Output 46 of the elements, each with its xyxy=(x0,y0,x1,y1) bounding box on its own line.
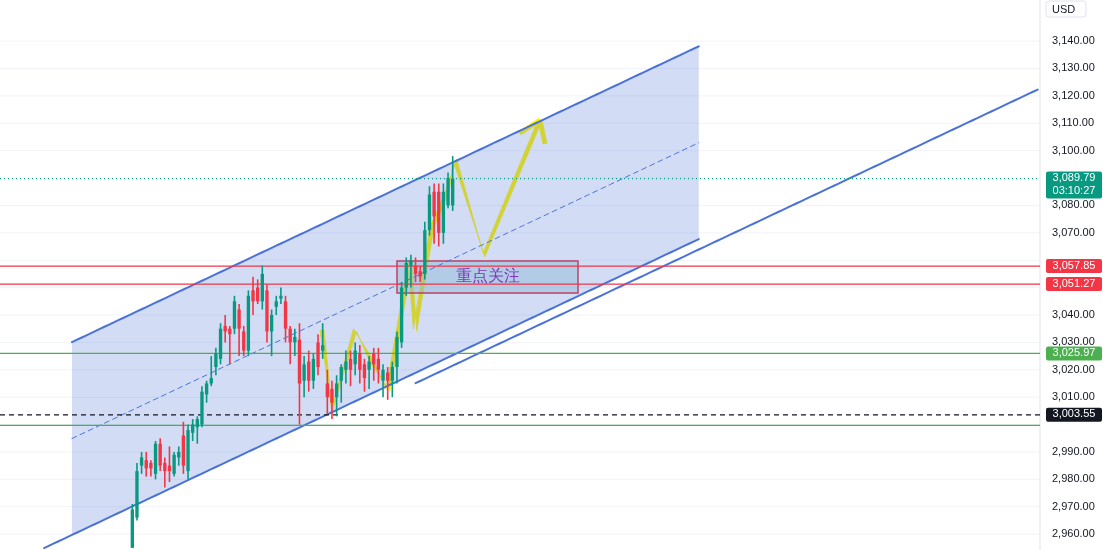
y-tick-label: 3,140.00 xyxy=(1052,33,1095,46)
y-tick-label: 3,080.00 xyxy=(1052,198,1095,211)
y-tick-label: 2,990.00 xyxy=(1052,444,1095,457)
candlestick xyxy=(139,451,144,475)
candlestick xyxy=(367,355,371,390)
y-tick-label: 3,010.00 xyxy=(1052,390,1095,403)
ref-line-label: 3,089.79 03:10:27 xyxy=(1052,171,1096,197)
candlestick xyxy=(311,352,316,390)
line-series xyxy=(70,45,700,344)
candlestick xyxy=(362,358,367,393)
candlestick xyxy=(172,451,176,478)
y-tick-label: 3,030.00 xyxy=(1052,335,1095,348)
ref-line-label: 3,051.27 xyxy=(1052,276,1096,289)
line-series xyxy=(43,238,700,550)
y-tick-label: 3,120.00 xyxy=(1052,88,1095,101)
y-tick-label: 3,100.00 xyxy=(1052,143,1095,156)
annotation: 重点关注 xyxy=(456,267,520,285)
candlestick xyxy=(237,303,241,357)
candlestick xyxy=(279,286,283,305)
candlestick xyxy=(344,349,348,385)
candlestick xyxy=(358,344,362,385)
candlestick xyxy=(321,322,325,360)
y-tick-label: 2,960.00 xyxy=(1052,527,1095,540)
line-series xyxy=(71,142,700,440)
y-tick-label: 3,130.00 xyxy=(1052,61,1095,74)
candlestick xyxy=(274,295,278,316)
y-tick-label: 2,980.00 xyxy=(1052,472,1095,485)
candlestick xyxy=(158,437,162,472)
y-tick-label: 2,970.00 xyxy=(1052,499,1095,512)
candlestick xyxy=(381,363,385,398)
candlestick xyxy=(302,355,306,398)
y-tick-label: 3,110.00 xyxy=(1052,116,1095,129)
y-tick-label: 3,020.00 xyxy=(1052,362,1095,375)
y-tick-label: 3,070.00 xyxy=(1052,225,1095,238)
candlestick xyxy=(409,253,413,289)
ref-line-label: 3,003.55 xyxy=(1052,407,1096,420)
ref-line-label: 3,057.85 xyxy=(1052,258,1096,271)
ref-line-label: 3,025.97 xyxy=(1052,345,1096,358)
candlestick xyxy=(242,325,246,357)
candlestick xyxy=(149,459,153,478)
y-axis-title: USD xyxy=(1052,2,1076,15)
line-series xyxy=(414,88,1039,385)
candlestick xyxy=(390,360,394,398)
candlestick xyxy=(330,379,334,420)
y-tick-label: 3,040.00 xyxy=(1052,307,1095,320)
candlestick xyxy=(334,374,339,418)
